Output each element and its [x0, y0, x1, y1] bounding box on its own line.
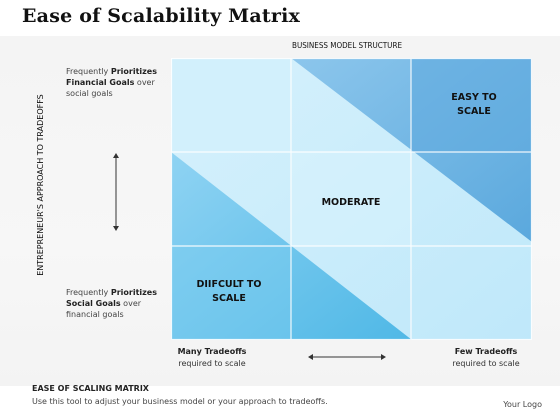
top-note-line1-text: Frequently — [66, 67, 111, 76]
horizontal-double-arrow-icon — [308, 354, 386, 360]
top-note-line1-bold: Prioritizes — [110, 67, 157, 76]
footer-description: Use this tool to adjust your business mo… — [32, 397, 328, 406]
page-title: Ease of Scalability Matrix — [22, 5, 301, 27]
easy-label-line1: EASY TO — [451, 92, 496, 103]
many-tradeoffs-title: Many Tradeoffs — [177, 347, 247, 356]
bottom-left-note: Frequently Prioritizes Social Goals over… — [66, 287, 166, 320]
few-tradeoffs-title: Few Tradeoffs — [454, 347, 518, 356]
bottom-note-line2-bold: Social Goals — [66, 299, 121, 308]
x-axis-title: BUSINESS MODEL STRUCTURE — [292, 41, 402, 50]
many-tradeoffs-subtitle: required to scale — [178, 359, 246, 368]
top-note-line2-text: over — [134, 78, 155, 87]
vertical-double-arrow-icon — [113, 153, 119, 231]
bottom-note-line3: financial goals — [66, 310, 124, 319]
many-tradeoffs-label: Many Tradeoffs required to scale — [168, 346, 256, 370]
easy-label-line2: SCALE — [457, 106, 491, 117]
difficult-label-line1: DIIFCULT TO — [197, 279, 262, 290]
matrix-grid — [171, 58, 532, 340]
bottom-note-line1-text: Frequently — [66, 288, 111, 297]
few-tradeoffs-label: Few Tradeoffs required to scale — [446, 346, 526, 370]
bottom-note-line1-bold: Prioritizes — [110, 288, 157, 297]
logo-placeholder: Your Logo — [503, 400, 542, 409]
top-note-line3: social goals — [66, 89, 113, 98]
cell-r3c1 — [171, 246, 291, 340]
moderate-label: MODERATE — [322, 197, 381, 208]
cell-r1c3 — [411, 58, 532, 152]
top-left-note: Frequently Prioritizes Financial Goals o… — [66, 66, 166, 99]
bottom-note-line2-text: over — [120, 299, 142, 308]
cell-r2c2 — [291, 152, 411, 246]
difficult-label-line2: SCALE — [212, 293, 246, 304]
cell-r1c1 — [171, 58, 291, 152]
header-band — [0, 0, 560, 36]
top-note-line2-bold: Financial Goals — [66, 78, 135, 87]
scalability-matrix: EASY TO SCALE MODERATE DIIFCULT TO SCALE — [171, 58, 532, 340]
y-axis-title: ENTREPRENEUR'S APPROACH TO TRADEOFFS — [36, 94, 45, 276]
few-tradeoffs-subtitle: required to scale — [452, 359, 520, 368]
footer-title: EASE OF SCALING MATRIX — [32, 384, 149, 393]
